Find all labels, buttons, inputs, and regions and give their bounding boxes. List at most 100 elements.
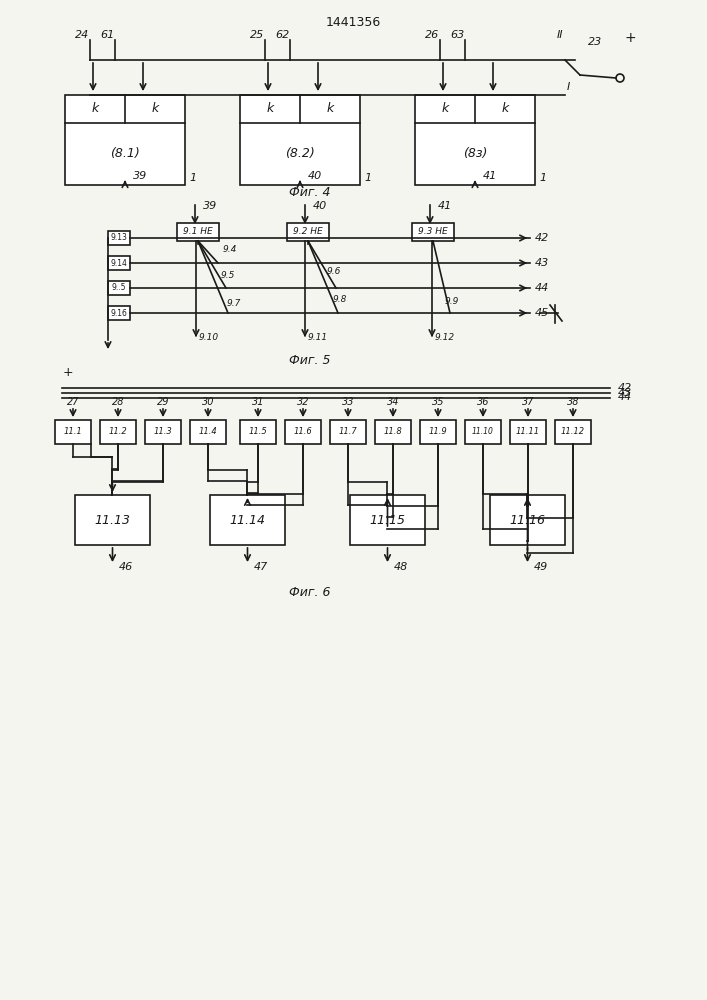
Text: (8з): (8з) <box>463 147 487 160</box>
Text: 11.8: 11.8 <box>384 428 402 436</box>
Text: 1: 1 <box>189 173 196 183</box>
Text: 9.4: 9.4 <box>223 245 237 254</box>
Text: 40: 40 <box>308 171 322 181</box>
FancyBboxPatch shape <box>285 420 321 444</box>
Text: 9.14: 9.14 <box>110 258 127 267</box>
FancyBboxPatch shape <box>555 420 591 444</box>
Text: 11.16: 11.16 <box>510 514 546 526</box>
Text: 43: 43 <box>535 258 549 268</box>
FancyBboxPatch shape <box>210 495 285 545</box>
FancyBboxPatch shape <box>108 256 130 270</box>
Text: 48: 48 <box>394 562 408 572</box>
Text: 11.4: 11.4 <box>199 428 217 436</box>
Text: +: + <box>624 31 636 45</box>
Text: 46: 46 <box>119 562 133 572</box>
Text: Фиг. 5: Фиг. 5 <box>289 354 331 366</box>
Text: 24: 24 <box>75 30 89 40</box>
Text: 11.7: 11.7 <box>339 428 357 436</box>
Text: 11.10: 11.10 <box>472 428 494 436</box>
Text: 33: 33 <box>341 397 354 407</box>
Text: 11.1: 11.1 <box>64 428 83 436</box>
Text: 37: 37 <box>522 397 534 407</box>
Text: 11.6: 11.6 <box>293 428 312 436</box>
FancyBboxPatch shape <box>100 420 136 444</box>
Text: 36: 36 <box>477 397 489 407</box>
Text: 25: 25 <box>250 30 264 40</box>
Text: 9.1 НЕ: 9.1 НЕ <box>183 228 213 236</box>
Text: k: k <box>327 103 334 115</box>
Text: k: k <box>441 103 449 115</box>
Text: 30: 30 <box>201 397 214 407</box>
Text: 23: 23 <box>588 37 602 47</box>
FancyBboxPatch shape <box>490 495 565 545</box>
Text: 11.13: 11.13 <box>95 514 131 526</box>
Text: 28: 28 <box>112 397 124 407</box>
Text: 11.11: 11.11 <box>516 428 540 436</box>
Text: 1: 1 <box>364 173 371 183</box>
Text: 29: 29 <box>157 397 169 407</box>
Text: 11.9: 11.9 <box>428 428 448 436</box>
FancyBboxPatch shape <box>108 281 130 295</box>
Text: 9.9: 9.9 <box>445 296 459 306</box>
Text: 11.3: 11.3 <box>153 428 173 436</box>
Text: 35: 35 <box>432 397 444 407</box>
Text: Фиг. 6: Фиг. 6 <box>289 585 331 598</box>
Text: 9.2 НЕ: 9.2 НЕ <box>293 228 323 236</box>
Text: 26: 26 <box>425 30 439 40</box>
Text: 40: 40 <box>313 201 327 211</box>
FancyBboxPatch shape <box>510 420 546 444</box>
Text: 39: 39 <box>203 201 217 211</box>
Text: 49: 49 <box>534 562 548 572</box>
FancyBboxPatch shape <box>350 495 425 545</box>
Text: 31: 31 <box>252 397 264 407</box>
Text: 41: 41 <box>438 201 452 211</box>
Text: 41: 41 <box>483 171 497 181</box>
Text: 9.7: 9.7 <box>227 298 241 308</box>
Text: 63: 63 <box>450 30 464 40</box>
FancyBboxPatch shape <box>420 420 456 444</box>
Text: 9.8: 9.8 <box>333 296 347 304</box>
Text: 43: 43 <box>618 388 632 398</box>
Text: 62: 62 <box>275 30 289 40</box>
Text: (8.2): (8.2) <box>285 147 315 160</box>
FancyBboxPatch shape <box>108 306 130 320</box>
Text: (8.1): (8.1) <box>110 147 140 160</box>
Text: 61: 61 <box>100 30 114 40</box>
Text: II: II <box>556 30 563 40</box>
Text: 44: 44 <box>618 392 632 402</box>
Text: 11.15: 11.15 <box>370 514 406 526</box>
Text: 9.3 НЕ: 9.3 НЕ <box>418 228 448 236</box>
Text: k: k <box>151 103 158 115</box>
Text: 9.10: 9.10 <box>199 334 219 342</box>
Text: I: I <box>566 82 570 92</box>
Text: 9.12: 9.12 <box>435 334 455 342</box>
FancyBboxPatch shape <box>240 95 360 185</box>
Text: 42: 42 <box>618 383 632 393</box>
Text: 38: 38 <box>567 397 579 407</box>
FancyBboxPatch shape <box>75 495 150 545</box>
Text: 11.5: 11.5 <box>249 428 267 436</box>
FancyBboxPatch shape <box>190 420 226 444</box>
Text: 11.2: 11.2 <box>109 428 127 436</box>
Text: 47: 47 <box>254 562 268 572</box>
Text: 34: 34 <box>387 397 399 407</box>
FancyBboxPatch shape <box>287 223 329 241</box>
FancyBboxPatch shape <box>375 420 411 444</box>
FancyBboxPatch shape <box>55 420 91 444</box>
FancyBboxPatch shape <box>240 420 276 444</box>
Text: k: k <box>267 103 274 115</box>
FancyBboxPatch shape <box>65 95 185 185</box>
FancyBboxPatch shape <box>330 420 366 444</box>
Text: 9.11: 9.11 <box>308 334 328 342</box>
Text: 9.13: 9.13 <box>110 233 127 242</box>
Text: 9.16: 9.16 <box>110 308 127 318</box>
FancyBboxPatch shape <box>177 223 219 241</box>
Text: 44: 44 <box>535 283 549 293</box>
Text: k: k <box>91 103 98 115</box>
FancyBboxPatch shape <box>412 223 454 241</box>
Text: 32: 32 <box>297 397 309 407</box>
FancyBboxPatch shape <box>145 420 181 444</box>
Text: 1441356: 1441356 <box>325 15 380 28</box>
FancyBboxPatch shape <box>415 95 535 185</box>
Text: 42: 42 <box>535 233 549 243</box>
